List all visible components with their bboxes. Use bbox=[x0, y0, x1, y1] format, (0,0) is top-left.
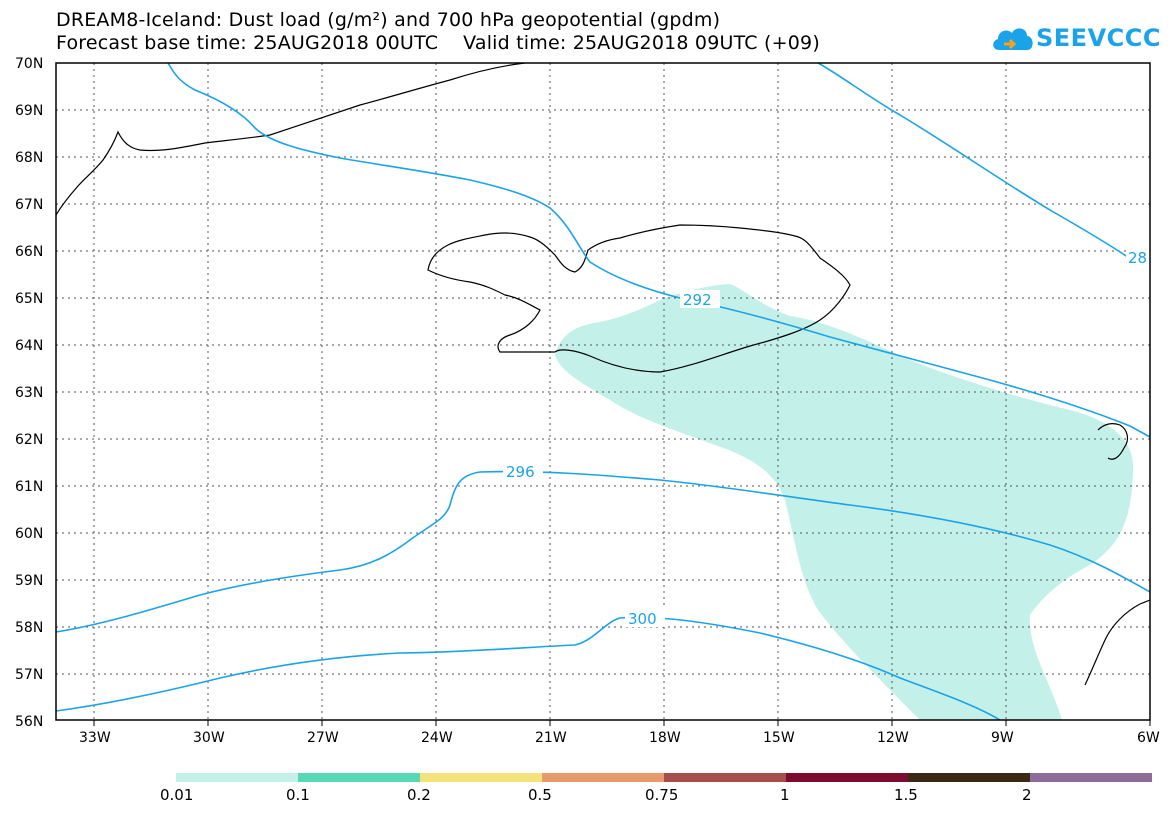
lon-label: 27W bbox=[307, 730, 339, 746]
contour-label-292: 292 bbox=[683, 291, 712, 309]
colorbar-segment bbox=[298, 773, 420, 782]
colorbar-label: 1.5 bbox=[894, 786, 918, 804]
map-subtitle: Forecast base time: 25AUG2018 00UTC Vali… bbox=[56, 32, 820, 54]
lat-label: 62N bbox=[15, 432, 43, 448]
colorbar-label: 0.1 bbox=[286, 786, 310, 804]
latitude-labels: 70N 69N 68N 67N 66N 65N 64N 63N 62N 61N … bbox=[15, 56, 43, 730]
colorbar-label: 1 bbox=[780, 786, 790, 804]
cloud-icon bbox=[993, 28, 1033, 50]
colorbar-label: 0.01 bbox=[160, 786, 194, 804]
logo: SEEVCCC bbox=[990, 22, 1170, 58]
map-canvas: 292 296 300 28 70N 69N 68N 67N 66N 65N 6… bbox=[15, 56, 1160, 746]
logo-text: SEEVCCC bbox=[1036, 24, 1161, 52]
colorbar-segment bbox=[908, 773, 1030, 782]
geopotential-contours bbox=[55, 62, 1151, 721]
colorbar-segment bbox=[786, 773, 908, 782]
lon-label: 9W bbox=[991, 730, 1014, 746]
lat-label: 56N bbox=[15, 714, 43, 730]
colorbar-segment bbox=[664, 773, 786, 782]
contour-296 bbox=[55, 470, 1151, 633]
lat-label: 61N bbox=[15, 479, 43, 495]
lon-label: 33W bbox=[79, 730, 111, 746]
colorbar-segment bbox=[1030, 773, 1152, 782]
contour-292 bbox=[167, 62, 1151, 438]
lat-label: 63N bbox=[15, 385, 43, 401]
lat-label: 69N bbox=[15, 103, 43, 119]
colorbar bbox=[176, 773, 1152, 782]
colorbar-label: 0.2 bbox=[407, 786, 431, 804]
lat-label: 68N bbox=[15, 150, 43, 166]
lat-label: 67N bbox=[15, 197, 43, 213]
contour-label-300: 300 bbox=[628, 610, 657, 628]
lat-label: 60N bbox=[15, 526, 43, 542]
contour-labels: 292 296 300 28 bbox=[503, 248, 1150, 628]
lon-label: 18W bbox=[649, 730, 681, 746]
contour-label-28: 28 bbox=[1128, 249, 1147, 267]
lon-label: 12W bbox=[877, 730, 909, 746]
lat-label: 64N bbox=[15, 338, 43, 354]
colorbar-segment bbox=[420, 773, 542, 782]
colorbar-segment bbox=[542, 773, 664, 782]
faroe-coast bbox=[1097, 423, 1129, 460]
lat-label: 59N bbox=[15, 573, 43, 589]
dust-load-area bbox=[555, 284, 1134, 720]
lat-label: 58N bbox=[15, 620, 43, 636]
scotland-coast bbox=[1084, 599, 1151, 686]
lat-label: 70N bbox=[15, 56, 43, 72]
lat-label: 66N bbox=[15, 244, 43, 260]
lon-label: 15W bbox=[763, 730, 795, 746]
contour-300 bbox=[55, 616, 1001, 721]
lat-label: 65N bbox=[15, 291, 43, 307]
colorbar-label: 0.5 bbox=[528, 786, 552, 804]
contour-label-296: 296 bbox=[506, 463, 535, 481]
lat-label: 57N bbox=[15, 667, 43, 683]
grid-lines bbox=[56, 63, 1150, 720]
contour-28 bbox=[817, 62, 1133, 261]
lon-label: 24W bbox=[421, 730, 453, 746]
longitude-labels: 33W 30W 27W 24W 21W 18W 15W 12W 9W 6W bbox=[79, 730, 1160, 746]
map-frame bbox=[55, 62, 1151, 721]
colorbar-label: 2 bbox=[1022, 786, 1032, 804]
colorbar-label: 0.75 bbox=[645, 786, 679, 804]
lon-label: 30W bbox=[193, 730, 225, 746]
colorbar-segment bbox=[176, 773, 298, 782]
map-title: DREAM8-Iceland: Dust load (g/m²) and 700… bbox=[56, 9, 721, 31]
lon-label: 6W bbox=[1137, 730, 1160, 746]
greenland-coast bbox=[55, 62, 526, 216]
lon-label: 21W bbox=[535, 730, 567, 746]
